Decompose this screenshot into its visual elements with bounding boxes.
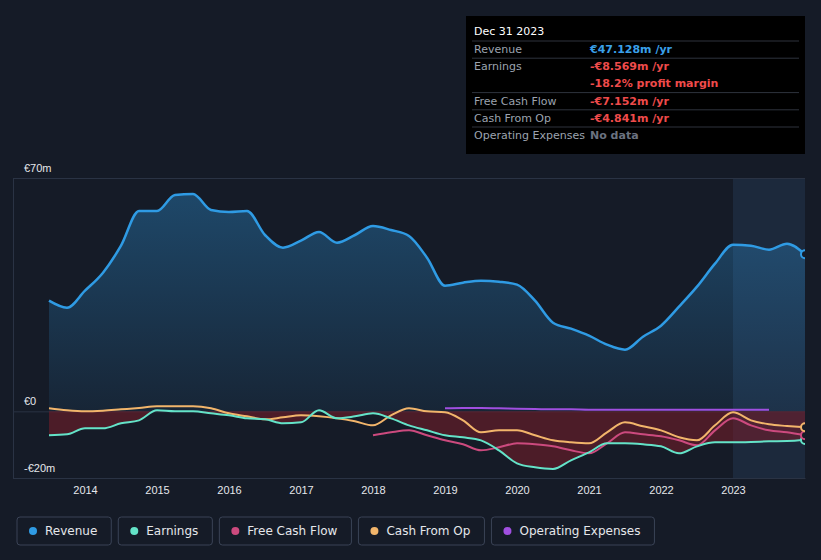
y-tick-label: -€20m [24, 462, 55, 474]
legend-swatch [231, 527, 239, 535]
x-tick-label: 2015 [145, 484, 169, 496]
legend-label: Revenue [45, 524, 97, 538]
tooltip: Dec 31 2023 Revenue €47.128m /yr Earnings -€… [466, 16, 805, 154]
legend: Revenue Earnings Free Cash Flow Cash From O… [17, 517, 654, 545]
line-4 [445, 408, 769, 410]
x-tick: 2023 [721, 478, 745, 496]
tooltip-label: Free Cash Flow [474, 95, 557, 108]
y-tick: €70m [13, 162, 805, 179]
tooltip-separator [472, 92, 799, 93]
end-marker [801, 431, 805, 439]
x-axis: 2014 2015 2016 2017 2018 2019 2020 2021 2022 2023 [14, 478, 806, 496]
tooltip-value: €47.128m /yr [589, 43, 673, 56]
x-tick: 2021 [577, 478, 601, 496]
x-tick: 2018 [361, 478, 385, 496]
plot [49, 194, 805, 469]
x-tick: 2019 [433, 478, 457, 496]
area-0 [49, 194, 805, 411]
legend-box[interactable] [118, 517, 212, 545]
legend-box[interactable] [491, 517, 654, 545]
grid-line [13, 478, 805, 479]
x-tick-label: 2017 [289, 484, 313, 496]
legend-box[interactable] [219, 517, 351, 545]
y-tick-label: €70m [24, 162, 52, 174]
tooltip-label: Revenue [474, 43, 522, 56]
legend-item[interactable]: Revenue [17, 517, 111, 545]
line-2 [373, 418, 805, 453]
x-tick: 2016 [217, 478, 241, 496]
tooltip-value: -€7.152m /yr [590, 95, 669, 108]
x-tick-label: 2021 [577, 484, 601, 496]
legend-item[interactable]: Earnings [118, 517, 212, 545]
line-0 [49, 194, 805, 350]
tooltip-separator [472, 58, 799, 59]
legend-label: Free Cash Flow [247, 524, 337, 538]
x-tick: 2017 [289, 478, 313, 496]
legend-swatch [370, 527, 378, 535]
legend-item[interactable]: Cash From Op [358, 517, 484, 545]
y-axis-line [14, 179, 806, 479]
y-axis: -€20m €0 €70m [13, 162, 805, 479]
legend-swatch [130, 527, 138, 535]
tooltip-label: Operating Expenses [474, 129, 585, 142]
background [0, 0, 821, 560]
chart: -€20m€0€70m20142015201620172018201920202… [0, 0, 821, 560]
x-tick: 2015 [145, 478, 169, 496]
x-tick-label: 2014 [73, 484, 97, 496]
end-marker [801, 423, 805, 431]
tooltip-title: Dec 31 2023 [474, 25, 544, 38]
x-tick-label: 2016 [217, 484, 241, 496]
tooltip-separator [472, 127, 799, 128]
line-3 [49, 406, 805, 443]
tooltip-label: Earnings [474, 60, 522, 73]
tooltip-value: -€8.569m /yr [590, 60, 669, 73]
legend-box[interactable] [358, 517, 484, 545]
x-tick: 2014 [73, 478, 97, 496]
x-axis-line [14, 478, 806, 479]
legend-swatch [29, 527, 37, 535]
tooltip-value: -18.2% profit margin [590, 77, 718, 90]
tooltip-value: -€4.841m /yr [590, 112, 669, 125]
y-tick-label: €0 [24, 395, 36, 407]
tooltip-box [466, 16, 805, 154]
y-tick: -€20m [13, 462, 805, 479]
legend-label: Cash From Op [386, 524, 470, 538]
tooltip-label: Cash From Op [474, 112, 551, 125]
legend-label: Operating Expenses [519, 524, 640, 538]
grid-line [13, 178, 805, 179]
x-tick-label: 2019 [433, 484, 457, 496]
x-tick-label: 2022 [649, 484, 673, 496]
x-tick: 2020 [505, 478, 529, 496]
tooltip-separator [472, 109, 799, 110]
x-tick-label: 2018 [361, 484, 385, 496]
tooltip-value: No data [590, 129, 639, 142]
legend-item[interactable]: Free Cash Flow [219, 517, 351, 545]
line-1 [49, 410, 805, 469]
tooltip-separator [472, 41, 799, 42]
legend-label: Earnings [146, 524, 198, 538]
x-tick-label: 2023 [721, 484, 745, 496]
end-marker [801, 250, 805, 258]
legend-box[interactable] [17, 517, 111, 545]
x-tick: 2022 [649, 478, 673, 496]
legend-item[interactable]: Operating Expenses [491, 517, 654, 545]
x-tick-label: 2020 [505, 484, 529, 496]
legend-swatch [503, 527, 511, 535]
